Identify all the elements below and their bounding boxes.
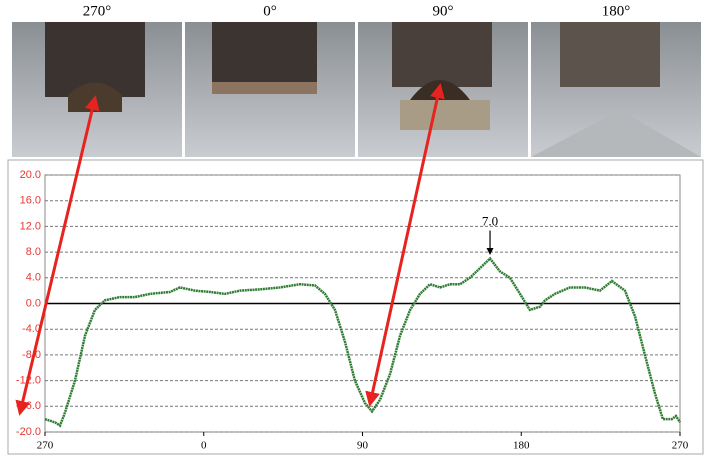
x-tick-label: 180 bbox=[513, 440, 530, 452]
x-tick-label: 270 bbox=[37, 440, 54, 452]
x-tick-label: 90 bbox=[357, 440, 369, 452]
photo bbox=[531, 22, 701, 157]
photo-label: 90° bbox=[433, 3, 454, 19]
y-tick-label: 20.0 bbox=[20, 169, 41, 181]
y-tick-label: 4.0 bbox=[26, 272, 41, 284]
photo bbox=[12, 22, 182, 157]
y-tick-label: 0.0 bbox=[26, 297, 41, 309]
pointer-arrow bbox=[365, 83, 445, 407]
y-tick-label: 8.0 bbox=[26, 246, 41, 258]
x-tick-label: 0 bbox=[201, 440, 207, 452]
y-tick-label: -20.0 bbox=[16, 426, 41, 438]
photo bbox=[358, 22, 528, 157]
photo-label: 270° bbox=[83, 3, 112, 19]
pointer-arrow bbox=[15, 95, 100, 416]
y-tick-label: 12.0 bbox=[20, 220, 41, 232]
photo-label: 180° bbox=[602, 3, 631, 19]
y-tick-label: 16.0 bbox=[20, 195, 41, 207]
photos bbox=[12, 22, 701, 157]
photo bbox=[185, 22, 355, 157]
x-tick-label: 270 bbox=[672, 440, 689, 452]
annotation-label: 7.0 bbox=[482, 214, 498, 229]
photo-label: 0° bbox=[263, 3, 277, 19]
